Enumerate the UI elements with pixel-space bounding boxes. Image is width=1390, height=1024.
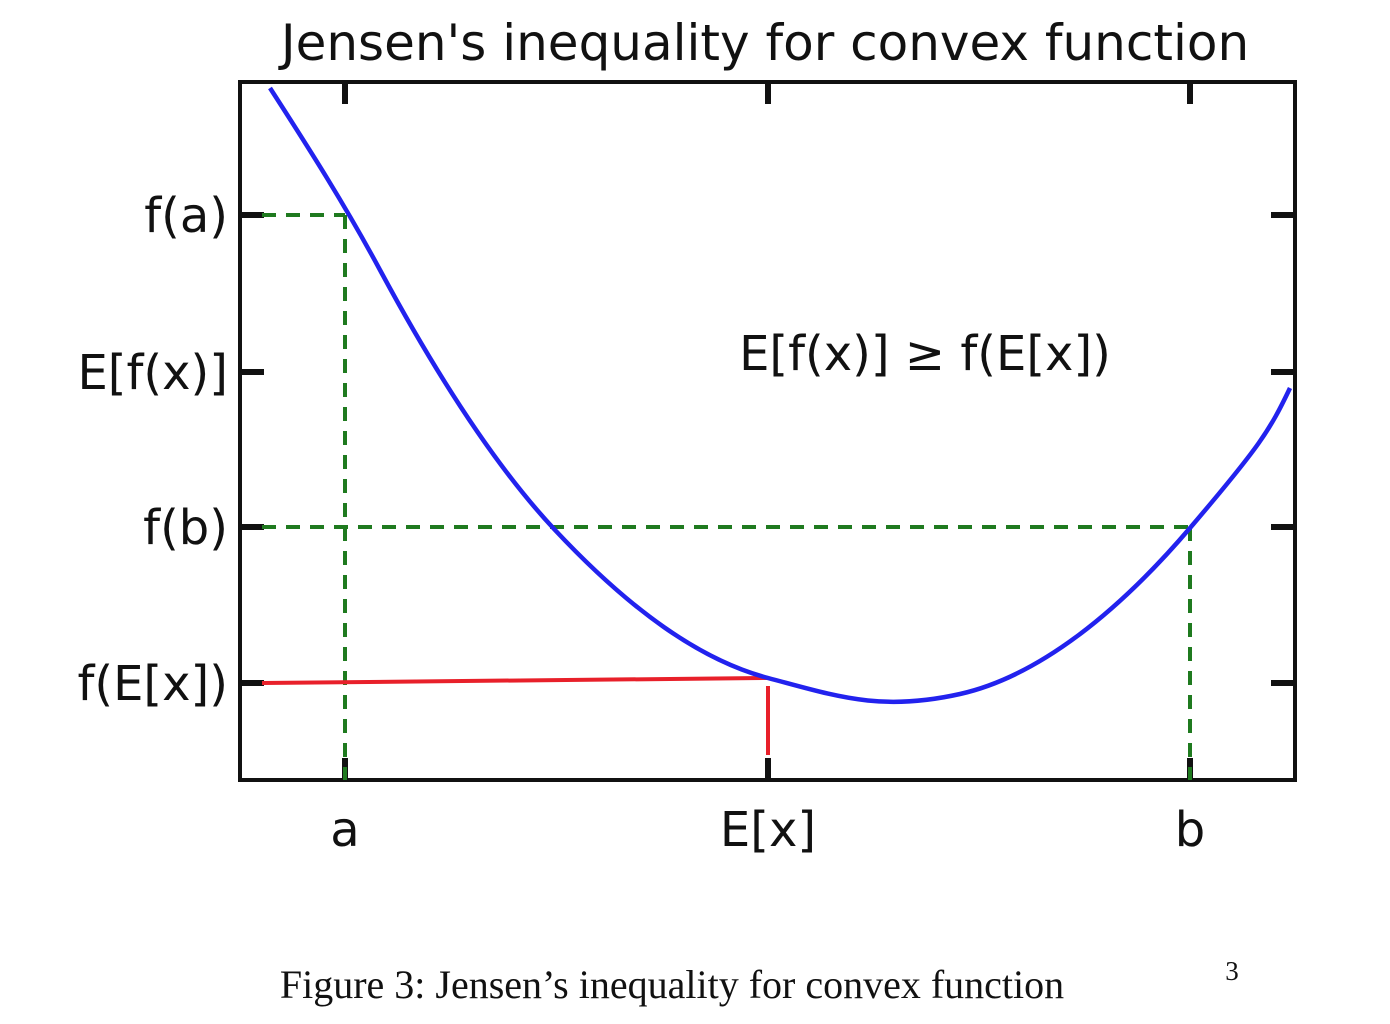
y-label: E[f(x)] — [77, 345, 228, 401]
x-labels: a E[x] b — [330, 802, 1205, 858]
y-labels: f(a) E[f(x)] f(b) f(E[x]) — [77, 188, 228, 712]
red-line — [261, 676, 770, 755]
figure-title: Jensen's inequality for convex function — [278, 14, 1249, 72]
y-label: f(a) — [144, 188, 228, 244]
annotation: E[f(x)] ≥ f(E[x]) — [739, 326, 1111, 382]
footnote-mark: 3 — [1225, 956, 1239, 986]
caption: Figure 3: Jensen’s inequality for convex… — [280, 962, 1064, 1007]
y-label: f(E[x]) — [77, 656, 228, 712]
x-label: E[x] — [720, 802, 816, 858]
axes-frame — [238, 80, 1297, 782]
convex-curve — [268, 86, 1293, 705]
ticks — [240, 82, 1295, 780]
x-label: a — [330, 802, 359, 858]
guide-lines — [262, 213, 1192, 780]
y-label: f(b) — [143, 500, 228, 556]
x-label: b — [1175, 802, 1205, 858]
